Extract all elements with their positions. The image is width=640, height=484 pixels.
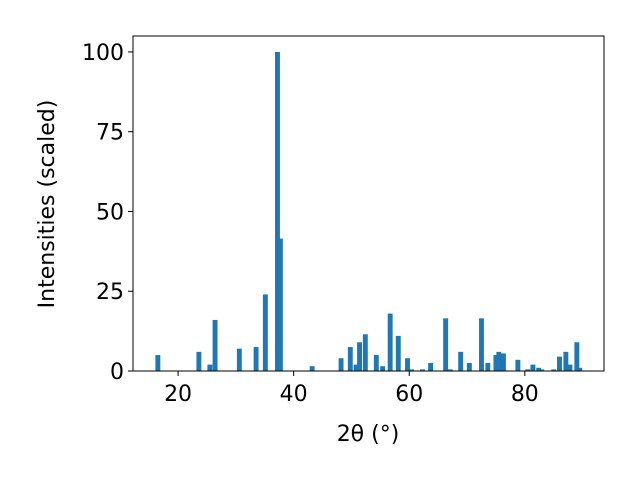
bar [353, 364, 359, 371]
bar [387, 313, 393, 371]
bar [539, 369, 545, 371]
bar [277, 238, 283, 371]
x-tick-label: 80 [511, 382, 539, 407]
bar [466, 363, 472, 371]
y-tick-label: 0 [110, 360, 124, 385]
bar [309, 366, 315, 371]
bar [347, 347, 353, 371]
x-tick-label: 60 [395, 382, 423, 407]
y-axis-label: Intensities (scaled) [35, 100, 60, 309]
bar [458, 351, 464, 371]
bar [485, 363, 491, 371]
bar [409, 369, 415, 371]
bar [577, 367, 583, 371]
bar [196, 351, 202, 371]
bar [574, 342, 580, 371]
bar [380, 366, 386, 371]
bar [447, 369, 453, 371]
x-tick-label: 40 [280, 382, 308, 407]
bar [236, 348, 242, 371]
plot-frame [132, 35, 605, 372]
bar [551, 369, 557, 371]
bar [373, 355, 379, 371]
bar [567, 364, 573, 371]
bar [420, 369, 425, 371]
bar [428, 363, 434, 371]
bar [338, 358, 344, 371]
bar [525, 369, 531, 371]
y-tick-label: 25 [96, 280, 124, 305]
bar [443, 318, 449, 371]
bar [496, 351, 502, 371]
x-axis-label: 2θ (°) [337, 422, 400, 447]
bar [357, 342, 362, 371]
bar [536, 367, 542, 371]
bar [405, 358, 410, 371]
bar [253, 347, 259, 371]
bar [530, 364, 536, 371]
bar [500, 353, 506, 371]
bar [557, 356, 562, 371]
y-tick-label: 100 [82, 41, 124, 66]
y-tick-label: 75 [96, 121, 124, 146]
bar [515, 359, 521, 371]
bar [563, 351, 569, 371]
bar [212, 319, 218, 371]
x-tick-label: 20 [164, 382, 192, 407]
bar [207, 364, 213, 371]
bar [275, 51, 280, 371]
bar [262, 294, 268, 371]
y-tick-label: 50 [96, 200, 124, 225]
bar [479, 318, 484, 371]
bar [395, 335, 401, 371]
bar [493, 355, 499, 371]
bar [155, 355, 161, 371]
bar [362, 334, 368, 371]
